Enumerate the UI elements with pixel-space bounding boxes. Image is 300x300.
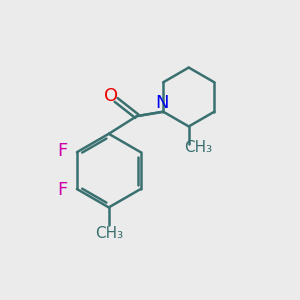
Text: CH₃: CH₃ [95,226,123,241]
Text: F: F [57,142,67,160]
Text: F: F [57,181,67,199]
Text: O: O [104,87,118,105]
Text: CH₃: CH₃ [184,140,212,154]
Text: N: N [156,94,169,112]
